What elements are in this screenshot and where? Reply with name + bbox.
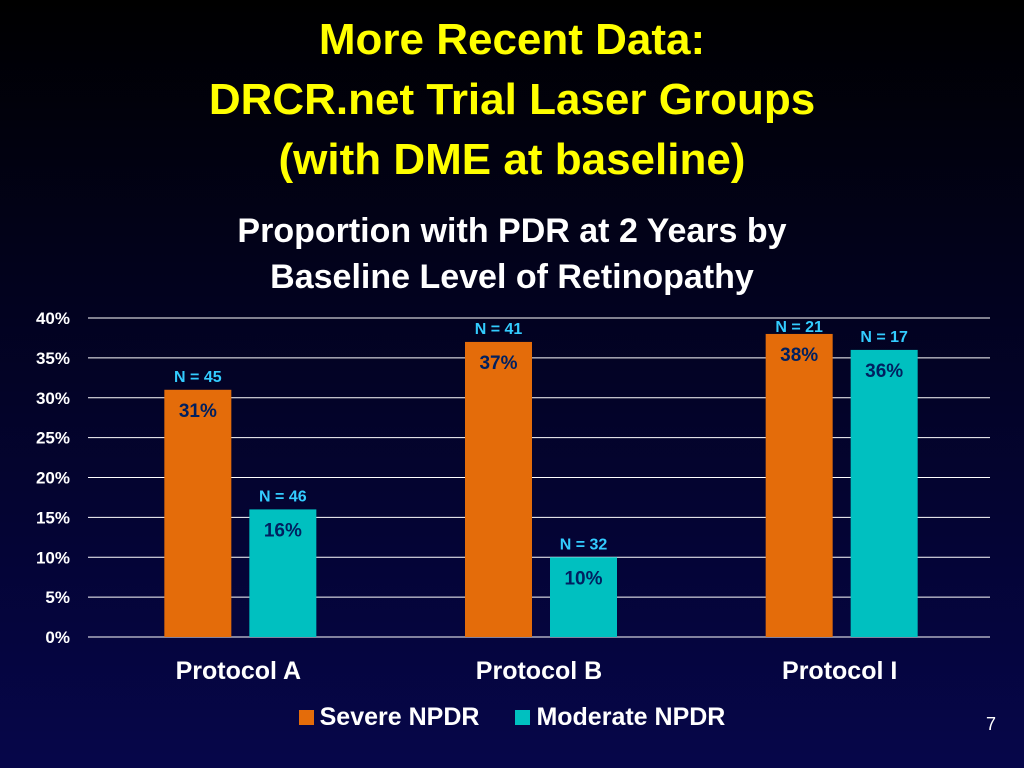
n-label: N = 46	[259, 488, 307, 505]
data-label: 10%	[564, 568, 602, 589]
n-label: N = 17	[860, 329, 908, 346]
legend-swatch-moderate-npdr	[515, 710, 531, 725]
y-tick-label: 40%	[36, 309, 70, 328]
bar	[164, 389, 232, 637]
chart-title: Proportion with PDR at 2 Years by Baseli…	[0, 208, 1024, 300]
legend-label-moderate-npdr: Moderate NPDR	[536, 703, 726, 731]
bar-chart: 0% 5% 10% 15% 20% 25% 30% 35% 40% 31% N = 45 16% N =…	[36, 309, 918, 685]
slide-title: More Recent Data: DRCR.net Trial Laser G…	[0, 10, 1024, 190]
legend-label-severe-npdr: Severe NPDR	[319, 703, 480, 731]
data-label: 37%	[479, 353, 517, 374]
y-tick-label: 5%	[45, 588, 70, 607]
y-tick-label: 35%	[36, 349, 70, 368]
chart-legend: Severe NPDR Moderate NPDR	[0, 703, 1024, 732]
data-label: 36%	[865, 361, 903, 382]
legend-item-moderate-npdr: Moderate NPDR	[515, 703, 725, 732]
n-label: N = 41	[475, 321, 523, 338]
y-tick-label: 10%	[36, 548, 70, 567]
page-number: 7	[985, 714, 996, 734]
slide-title-line: More Recent Data:	[318, 15, 706, 64]
legend-swatch-severe-npdr	[298, 710, 314, 725]
y-tick-label: 0%	[45, 628, 70, 647]
x-category-label: Protocol A	[176, 657, 301, 685]
y-tick-label: 20%	[36, 469, 70, 488]
slide-title-line: (with DME at baseline)	[278, 135, 746, 184]
bar	[765, 333, 833, 637]
data-label: 16%	[264, 520, 302, 541]
bar	[550, 557, 617, 637]
bar	[249, 509, 317, 637]
y-tick-label: 30%	[36, 389, 70, 408]
bar	[465, 341, 532, 637]
data-label: 31%	[179, 401, 217, 422]
chart-title-line: Proportion with PDR at 2 Years by	[237, 212, 787, 250]
n-label: N = 45	[174, 369, 222, 386]
legend-item-severe-npdr: Severe NPDR	[298, 703, 480, 732]
y-tick-label: 15%	[36, 508, 70, 527]
y-tick-label: 25%	[36, 429, 70, 448]
chart-title-line: Baseline Level of Retinopathy	[270, 258, 754, 296]
x-category-label: Protocol I	[782, 657, 897, 685]
bar	[850, 349, 918, 637]
data-label: 38%	[780, 345, 818, 366]
n-label: N = 21	[775, 319, 823, 336]
slide-title-line: DRCR.net Trial Laser Groups	[208, 75, 816, 124]
n-label: N = 32	[560, 536, 608, 553]
x-category-label: Protocol B	[476, 657, 602, 685]
